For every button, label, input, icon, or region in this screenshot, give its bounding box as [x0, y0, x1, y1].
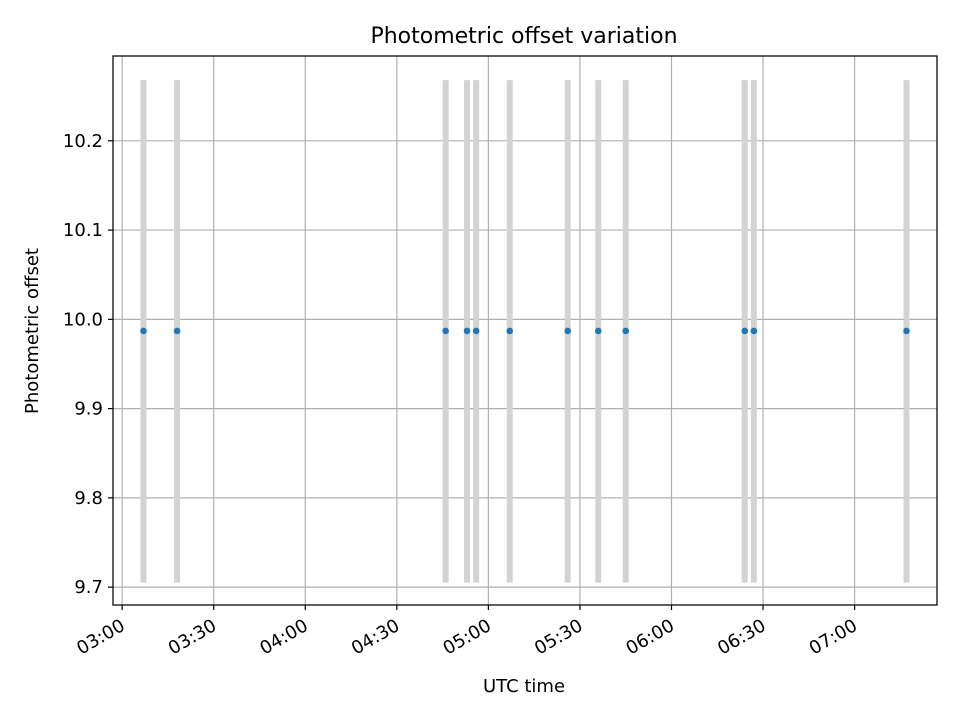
- y-axis: 9.7 9.8 9.9 10.0 10.1 10.2: [63, 131, 113, 598]
- data-point: [564, 327, 572, 335]
- data-point: [903, 327, 910, 335]
- data-point: [140, 327, 147, 335]
- errorbar-layer: [140, 80, 910, 583]
- point-layer: [140, 327, 910, 335]
- x-axis-label: UTC time: [483, 676, 565, 697]
- x-tick-label: 05:30: [531, 615, 586, 659]
- plot-frame: [112, 55, 938, 606]
- x-tick-label: 03:00: [73, 615, 128, 659]
- y-tick-label: 10.2: [63, 131, 103, 152]
- x-tick-label: 06:00: [623, 615, 678, 659]
- data-point: [442, 327, 449, 335]
- x-tick-label: 04:00: [256, 615, 311, 659]
- y-tick-label: 9.9: [74, 399, 103, 420]
- chart-title: Photometric offset variation: [370, 24, 677, 49]
- data-point: [594, 327, 602, 335]
- y-tick-label: 10.1: [63, 220, 103, 241]
- y-axis-label: Photometric offset: [22, 248, 43, 414]
- x-axis: 03:00 03:30 04:00 04:30 05:00 05:30 06:00 06:30…: [73, 605, 861, 659]
- x-tick-label: 03:30: [165, 615, 220, 659]
- data-point: [750, 327, 758, 335]
- data-point: [622, 327, 630, 335]
- y-tick-label: 10.0: [63, 309, 103, 330]
- x-tick-label: 07:00: [806, 615, 861, 659]
- y-tick-label: 9.8: [74, 488, 103, 509]
- data-point: [173, 327, 181, 335]
- data-point: [506, 327, 514, 335]
- grid-layer: [113, 56, 937, 605]
- data-point: [741, 327, 749, 335]
- data-point: [472, 327, 480, 335]
- x-tick-label: 04:30: [348, 615, 403, 659]
- x-tick-label: 06:30: [714, 615, 769, 659]
- x-tick-label: 05:00: [439, 615, 494, 659]
- data-point: [463, 327, 471, 335]
- y-tick-label: 9.7: [74, 577, 103, 598]
